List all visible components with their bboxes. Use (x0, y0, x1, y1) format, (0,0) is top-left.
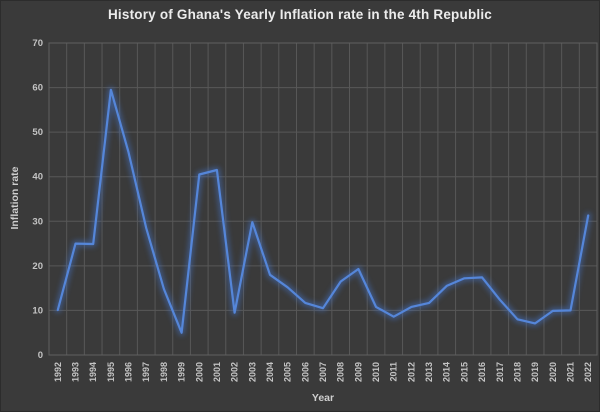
x-tick-label: 2011 (389, 362, 399, 382)
x-tick-label: 2007 (318, 362, 328, 382)
x-tick-label: 2016 (477, 362, 487, 382)
x-tick-label: 1999 (177, 362, 187, 382)
x-tick-label: 2008 (336, 362, 346, 382)
x-tick-label: 2015 (459, 362, 469, 382)
inflation-line (56, 88, 590, 334)
y-tick-label: 60 (32, 83, 43, 94)
x-tick-label: 2010 (371, 362, 381, 382)
x-tick-label: 2018 (512, 362, 522, 382)
x-tick-label: 2000 (194, 362, 204, 382)
y-tick-label: 0 (38, 350, 43, 361)
x-tick-label: 2012 (406, 362, 416, 382)
x-tick-label: 1994 (88, 362, 98, 382)
y-tick-label: 70 (32, 38, 43, 49)
x-tick-label: 2021 (565, 362, 575, 382)
y-axis-title: Inflation rate (9, 166, 21, 230)
y-tick-label: 50 (32, 127, 43, 138)
x-tick-label: 2001 (212, 362, 222, 382)
chart-title: History of Ghana's Yearly Inflation rate… (107, 7, 493, 22)
x-tick-label: 2020 (548, 362, 558, 382)
x-tick-label: 2014 (442, 362, 452, 382)
x-tick-label: 2003 (247, 362, 257, 382)
y-tick-label: 10 (32, 305, 43, 316)
x-tick-label: 2004 (265, 362, 275, 382)
x-tick-label: 2013 (424, 362, 434, 382)
y-tick-label: 30 (32, 216, 43, 227)
x-tick-label: 2002 (230, 362, 240, 382)
x-tick-label: 2006 (300, 362, 310, 382)
x-tick-label: 2009 (353, 362, 363, 382)
x-tick-label: 1992 (53, 362, 63, 382)
x-tick-label: 1997 (141, 362, 151, 382)
x-axis-title: Year (311, 392, 335, 404)
plot-border (48, 42, 598, 356)
y-tick-label: 20 (32, 261, 43, 272)
x-tick-label: 1998 (159, 362, 169, 382)
x-tick-label: 2017 (495, 362, 505, 382)
x-tick-label: 1995 (106, 362, 116, 382)
x-tick-label: 1993 (71, 362, 81, 382)
x-tick-label: 2022 (583, 362, 593, 382)
x-tick-label: 2005 (283, 362, 293, 382)
x-tick-label: 1996 (124, 362, 134, 382)
y-tick-label: 40 (32, 172, 43, 183)
x-tick-label: 2019 (530, 362, 540, 382)
